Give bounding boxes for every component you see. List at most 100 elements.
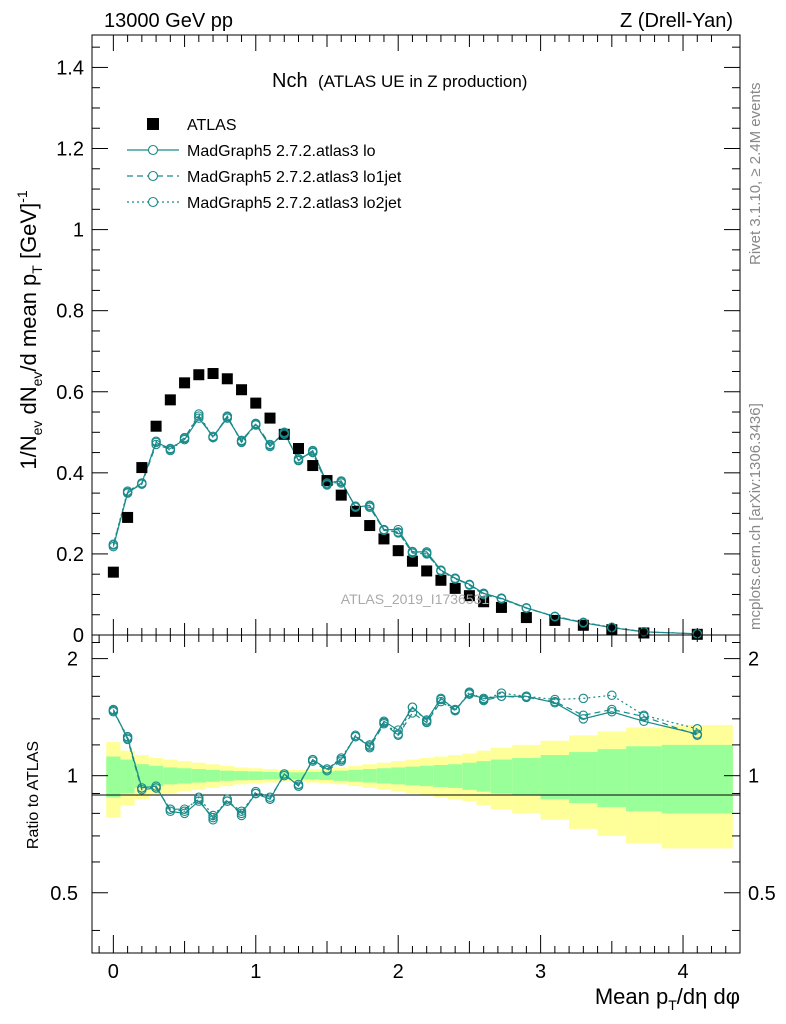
mc-data-point xyxy=(464,579,475,590)
ratio-data-point xyxy=(293,781,304,791)
ratio-inner-band xyxy=(262,772,278,780)
ratio-inner-band xyxy=(177,768,192,784)
ratio-inner-band xyxy=(476,761,491,792)
atlas-data-point xyxy=(638,627,650,639)
x-tick-label: 0 xyxy=(108,961,119,983)
ratio-data-point xyxy=(407,708,418,718)
mc-data-point xyxy=(194,409,204,419)
ratio-data-point xyxy=(550,694,560,705)
mc-data-point xyxy=(393,528,403,538)
ratio-inner-band xyxy=(319,771,335,780)
atlas-data-point xyxy=(221,373,233,385)
ratio-data-point xyxy=(222,796,233,806)
ratio-data-point xyxy=(496,688,507,698)
atlas-data-point xyxy=(520,612,532,624)
atlas-data-point xyxy=(293,443,305,455)
ratio-data-point xyxy=(251,788,261,799)
legend-entry-label: MadGraph5 2.7.2.atlas3 lo1jet xyxy=(187,169,402,186)
ratio-data-point xyxy=(122,731,133,742)
ratio-y-tick-label: 1 xyxy=(67,766,78,788)
ratio-axis-ticks: 0.5 0.5 1 1 2 2 0 1 2 3 4 xyxy=(50,635,776,983)
ratio-data-point xyxy=(350,731,361,742)
ratio-data-point xyxy=(179,806,190,817)
atlas-data-point xyxy=(495,601,507,613)
watermark-label: ATLAS_2019_I1736531 xyxy=(341,591,490,607)
x-tick-label: 3 xyxy=(535,961,546,983)
ratio-data-point xyxy=(208,810,218,821)
mc-data-point xyxy=(521,603,532,613)
ratio-inner-band xyxy=(305,772,320,780)
atlas-data-point xyxy=(577,619,589,631)
ratio-data-point xyxy=(364,742,375,753)
ratio-data-point xyxy=(692,730,703,741)
main-y-tick-label: 1.2 xyxy=(56,139,84,161)
ratio-data-point xyxy=(421,716,432,727)
ratio-data-point xyxy=(194,794,204,804)
main-y-tick-label: 1 xyxy=(73,220,84,242)
ratio-data-point xyxy=(364,740,375,750)
mc-data-point xyxy=(421,548,432,558)
ratio-data-point xyxy=(464,687,475,697)
legend: ATLAS MadGraph5 2.7.2.atlas3 lo MadGraph5 … xyxy=(127,117,402,212)
ratio-inner-band xyxy=(490,759,513,794)
ratio-data-point xyxy=(578,710,589,721)
mc-data-point xyxy=(364,501,375,511)
ratio-data-point xyxy=(222,794,233,804)
atlas-data-point xyxy=(378,533,390,545)
ratio-data-point xyxy=(265,794,275,804)
ratio-data-point xyxy=(578,714,589,724)
ratio-inner-band xyxy=(148,765,164,787)
ratio-inner-band xyxy=(540,755,570,800)
atlas-data-point xyxy=(150,420,162,432)
mc-data-point xyxy=(336,477,346,487)
header-right-label: Z (Drell-Yan) xyxy=(620,10,733,32)
ratio-data-point xyxy=(122,734,133,745)
mc-data-point xyxy=(151,436,161,446)
mc-data-point xyxy=(393,524,403,535)
ratio-data-point xyxy=(393,725,403,735)
ratio-inner-band xyxy=(291,772,306,780)
ratio-inner-band xyxy=(419,765,434,787)
ratio-data-point xyxy=(639,716,649,727)
main-title: Nch xyxy=(272,70,308,92)
ratio-data-point xyxy=(236,806,247,817)
ratio-y-tick-label-right: 2 xyxy=(748,649,759,671)
main-y-tick-label: 0.6 xyxy=(56,382,84,404)
x-tick-label: 1 xyxy=(250,961,261,983)
ratio-y-tick-label: 0.5 xyxy=(50,883,78,905)
atlas-data-point xyxy=(392,545,404,557)
atlas-data-point xyxy=(307,460,319,472)
ratio-frame xyxy=(91,634,741,954)
ratio-data-point xyxy=(336,753,346,763)
ratio-data-point xyxy=(578,693,589,704)
atlas-data-point xyxy=(107,566,119,578)
ratio-series-lines xyxy=(112,691,698,821)
ratio-data-point xyxy=(639,710,649,721)
legend-circle-marker xyxy=(147,196,159,208)
ratio-data-point xyxy=(450,705,460,716)
ratio-data-point xyxy=(279,769,290,779)
mc-data-point xyxy=(550,611,560,622)
mc-data-point xyxy=(151,439,161,450)
atlas-data-point xyxy=(449,582,461,594)
ratio-data-point xyxy=(607,707,617,717)
mc-data-point xyxy=(478,588,489,599)
ratio-y-tick-label-right: 1 xyxy=(748,766,759,788)
main-y-tick-label: 0 xyxy=(73,625,84,647)
ratio-data-point xyxy=(108,704,119,715)
ratio-inner-band xyxy=(234,771,249,781)
legend-entry-label: MadGraph5 2.7.2.atlas3 lo xyxy=(187,143,376,160)
main-y-tick-label: 0.2 xyxy=(56,544,84,566)
mcplots-label: mcplots.cern.ch [arXiv:1306.3436] xyxy=(747,403,764,630)
ratio-data-point xyxy=(496,691,507,702)
ratio-inner-band xyxy=(334,770,349,781)
atlas-data-point xyxy=(335,489,347,501)
ratio-data-marks xyxy=(108,687,703,825)
mc-data-point xyxy=(578,617,589,628)
ratio-inner-band xyxy=(405,766,420,786)
main-y-tick-label: 0.4 xyxy=(56,463,84,485)
ratio-data-point xyxy=(108,707,119,717)
ratio-data-point xyxy=(393,729,403,739)
main-y-tick-label: 0.8 xyxy=(56,301,84,323)
atlas-data-point xyxy=(250,397,262,409)
